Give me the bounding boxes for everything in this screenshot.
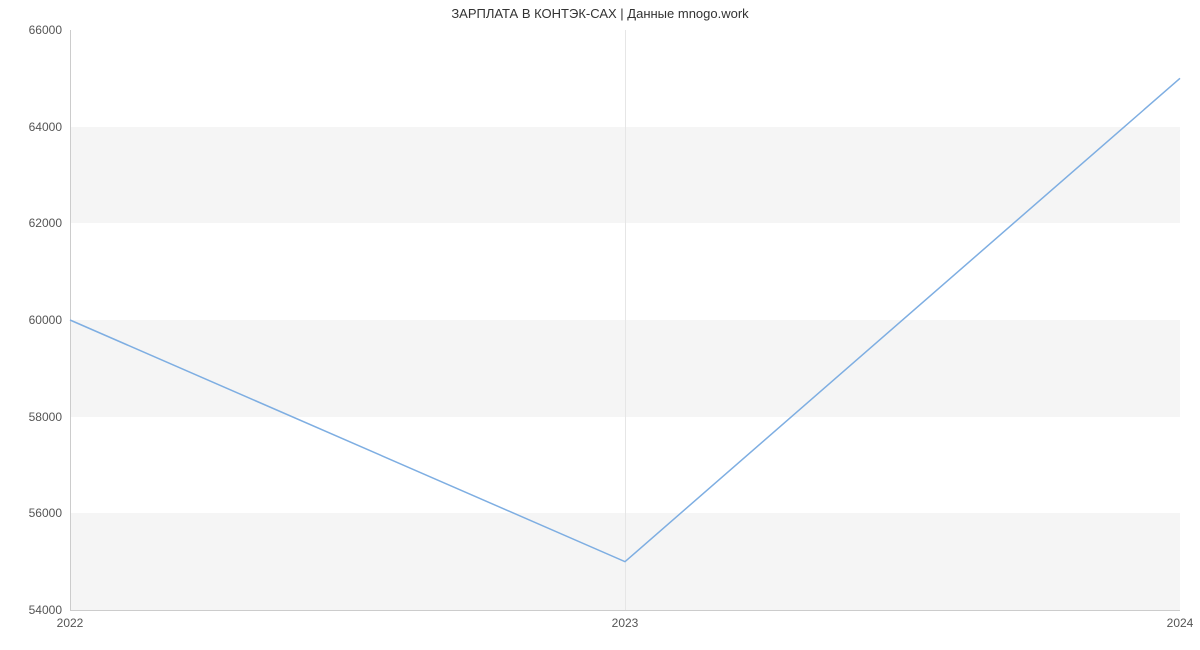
y-tick-label: 64000 (29, 120, 62, 134)
series-line (70, 78, 1180, 561)
chart-title: ЗАРПЛАТА В КОНТЭК-САХ | Данные mnogo.wor… (0, 6, 1200, 21)
y-tick-label: 54000 (29, 603, 62, 617)
x-tick-label: 2022 (57, 616, 84, 630)
series-layer (70, 30, 1180, 610)
y-tick-label: 56000 (29, 506, 62, 520)
y-tick-label: 58000 (29, 410, 62, 424)
plot-area: 5400056000580006000062000640006600020222… (70, 30, 1180, 610)
x-tick-label: 2024 (1167, 616, 1194, 630)
x-tick-label: 2023 (612, 616, 639, 630)
x-axis-line (70, 610, 1180, 611)
chart-container: ЗАРПЛАТА В КОНТЭК-САХ | Данные mnogo.wor… (0, 0, 1200, 650)
y-tick-label: 60000 (29, 313, 62, 327)
y-tick-label: 66000 (29, 23, 62, 37)
y-tick-label: 62000 (29, 216, 62, 230)
